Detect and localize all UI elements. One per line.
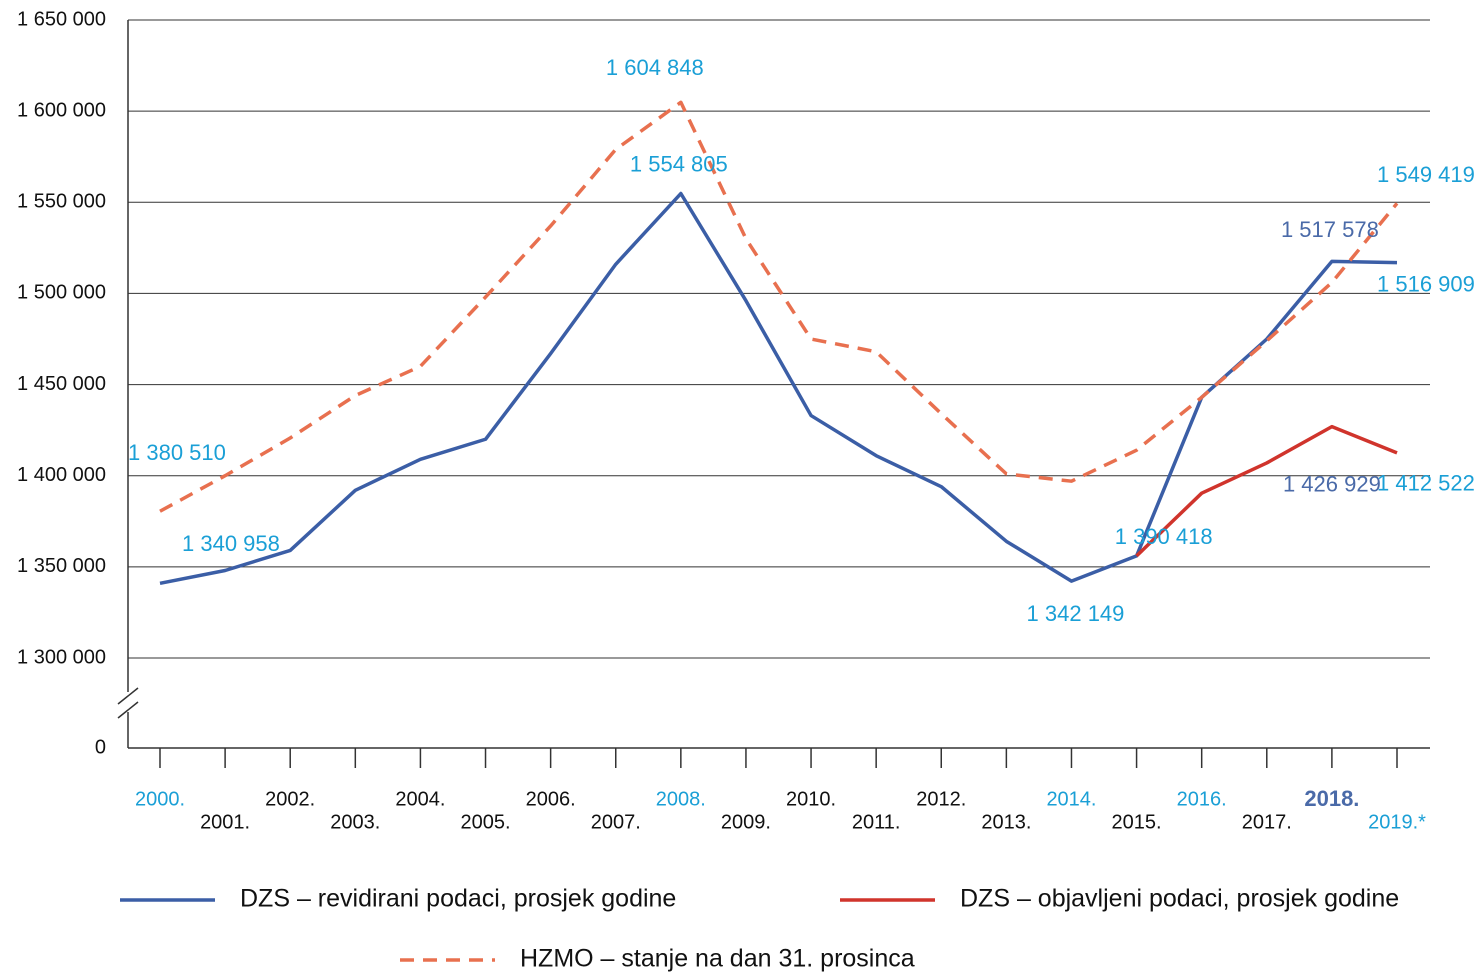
y-tick-label: 0 [95, 736, 106, 758]
y-tick-label: 1 450 000 [17, 373, 106, 395]
x-tick-label: 2015. [1112, 811, 1162, 833]
data-label: 1 342 149 [1027, 601, 1125, 626]
data-label: 1 412 522 [1377, 471, 1475, 496]
axis-break [117, 701, 139, 719]
x-tick-label: 2014. [1046, 788, 1096, 810]
data-label: 1 340 958 [182, 531, 280, 556]
legend-label: DZS – revidirani podaci, prosjek godine [240, 885, 676, 913]
x-tick-label: 2000. [135, 788, 185, 810]
x-tick-label: 2018. [1304, 786, 1359, 811]
x-tick-label: 2010. [786, 788, 836, 810]
series-line [1135, 424, 1398, 558]
y-tick-label: 1 500 000 [17, 282, 106, 304]
data-label: 1 517 578 [1281, 217, 1379, 242]
x-tick-label: 2011. [852, 811, 901, 833]
x-tick-label: 2005. [460, 811, 510, 833]
x-tick-label: 2004. [395, 788, 445, 810]
x-tick-label: 2001. [200, 811, 250, 833]
series-line [159, 100, 1399, 513]
x-tick-label: 2003. [330, 811, 380, 833]
y-tick-label: 1 600 000 [17, 99, 106, 121]
x-tick-label: 2016. [1177, 788, 1227, 810]
axis-break [117, 687, 139, 705]
y-tick-label: 1 350 000 [17, 555, 106, 577]
x-tick-label: 2002. [265, 788, 315, 810]
x-tick-label: 2007. [591, 811, 641, 833]
data-label: 1 390 418 [1115, 524, 1213, 549]
y-tick-label: 1 400 000 [17, 464, 106, 486]
x-tick-label: 2008. [656, 788, 706, 810]
series-line [159, 191, 1398, 586]
data-label: 1 380 510 [128, 440, 226, 465]
data-label: 1 554 805 [630, 151, 728, 176]
data-label: 1 549 419 [1377, 162, 1475, 187]
y-tick-label: 1 650 000 [17, 8, 106, 30]
legend-label: HZMO – stanje na dan 31. prosinca [520, 945, 915, 973]
y-tick-label: 1 550 000 [17, 191, 106, 213]
x-tick-label: 2012. [916, 788, 966, 810]
legend-label: DZS – objavljeni podaci, prosjek godine [960, 885, 1399, 913]
data-label: 1 516 909 [1377, 271, 1475, 296]
data-label: 1 426 929 [1283, 471, 1381, 496]
x-tick-label: 2017. [1242, 811, 1292, 833]
x-tick-label: 2006. [526, 788, 576, 810]
y-tick-label: 1 300 000 [17, 646, 106, 668]
x-tick-label: 2019.* [1368, 811, 1426, 833]
x-tick-label: 2013. [981, 811, 1031, 833]
x-tick-label: 2009. [721, 811, 771, 833]
data-label: 1 604 848 [606, 55, 704, 80]
